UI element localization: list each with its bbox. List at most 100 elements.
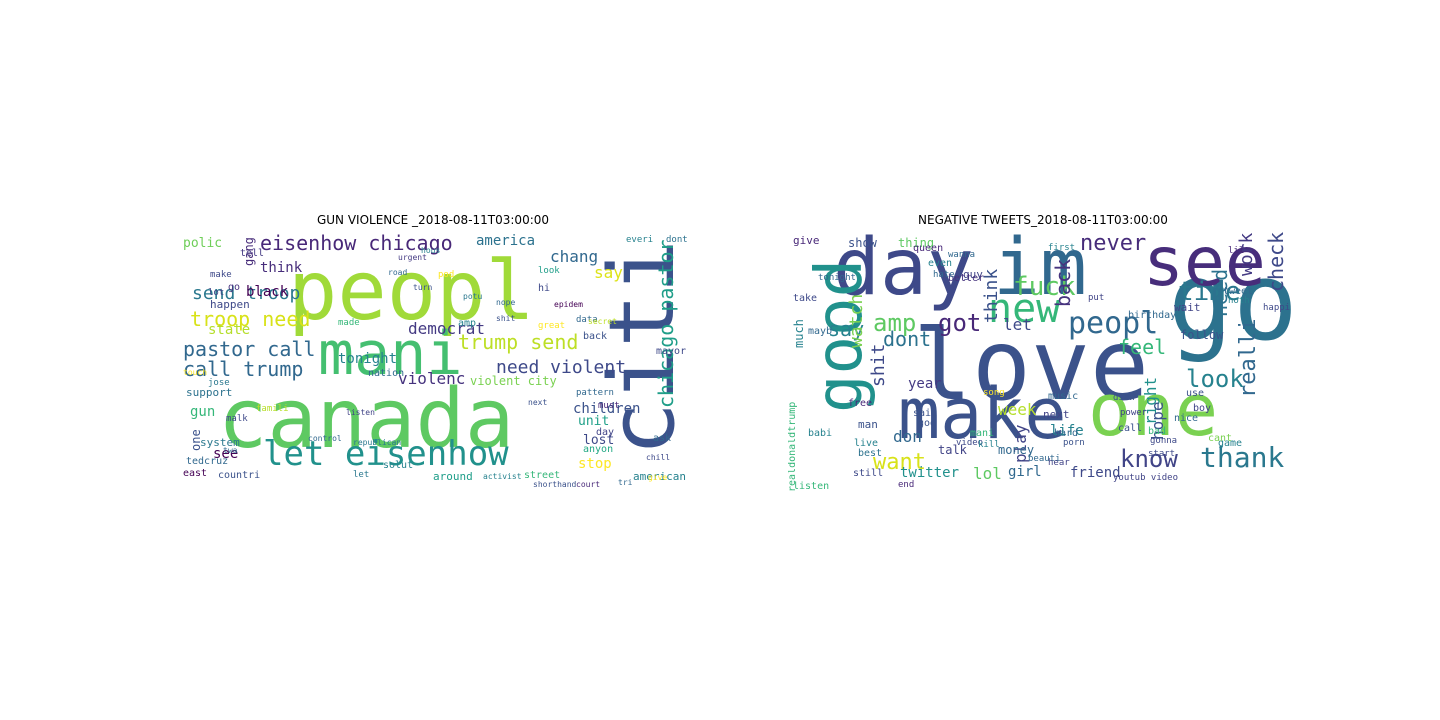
cloud-word: go bbox=[228, 282, 241, 293]
cloud-word: hard bbox=[1054, 428, 1079, 439]
cloud-word: free bbox=[848, 398, 873, 409]
cloud-word: much bbox=[792, 319, 806, 348]
cloud-word: porn bbox=[1063, 438, 1085, 448]
cloud-word: power bbox=[1120, 408, 1148, 418]
cloud-word: troop need bbox=[190, 307, 311, 331]
cloud-word: happi bbox=[1263, 303, 1291, 313]
cloud-word: music bbox=[1048, 391, 1079, 402]
cloud-word: happen bbox=[210, 298, 250, 311]
cloud-word: look bbox=[1186, 365, 1244, 393]
cloud-word: queen bbox=[913, 243, 944, 254]
cloud-title: GUN VIOLENCE _2018-08-11T03:00:00 bbox=[316, 213, 550, 227]
word-cloud: love go see day im make one good new peopl got fuck… bbox=[788, 229, 1298, 492]
cloud-word: shit bbox=[496, 314, 516, 323]
cloud-word: tonight bbox=[338, 351, 398, 367]
cloud-word: week bbox=[998, 400, 1037, 419]
cloud-word: state bbox=[208, 322, 251, 338]
cloud-word: america bbox=[476, 233, 536, 249]
cloud-word: east bbox=[183, 468, 208, 479]
cloud-word: ask bbox=[653, 433, 672, 444]
cloud-word: make bbox=[898, 373, 1067, 455]
cloud-word: children bbox=[573, 401, 641, 417]
cloud-word: end bbox=[898, 480, 915, 490]
cloud-word: hear bbox=[1048, 458, 1070, 468]
cloud-word: amp bbox=[873, 309, 917, 337]
cloud-word: call bbox=[1118, 423, 1143, 434]
cloud-word: cant bbox=[1208, 433, 1233, 444]
cloud-word: youtub video bbox=[1113, 473, 1179, 483]
cloud-word: jose bbox=[208, 378, 230, 388]
cloud-word: control bbox=[308, 434, 342, 443]
cloud-word: tonight bbox=[818, 273, 856, 283]
cloud-word: must bbox=[598, 401, 620, 411]
cloud-word: pattern bbox=[576, 388, 614, 398]
cloud-word: republican bbox=[353, 438, 402, 447]
cloud-word: tedcruz bbox=[186, 456, 229, 467]
cloud-word: follow bbox=[1180, 328, 1224, 342]
cloud-word: let bbox=[353, 470, 370, 480]
cloud-word: next bbox=[1043, 408, 1070, 421]
cloud-word: better bbox=[948, 273, 985, 284]
cloud-word: need violent bbox=[496, 357, 627, 378]
cloud-word: use bbox=[1186, 388, 1205, 399]
cloud-word: nation bbox=[368, 368, 405, 379]
cloud-word: give bbox=[648, 473, 668, 482]
cloud-word: realli bbox=[1236, 318, 1261, 398]
cloud-word: hate bbox=[933, 270, 955, 280]
cloud-word: friend bbox=[1070, 465, 1121, 481]
cloud-word: mayb bbox=[808, 326, 833, 337]
cloud-word: pod bbox=[438, 270, 455, 280]
cloud-word: said bbox=[913, 408, 938, 419]
cloud-word: shorthand bbox=[533, 480, 577, 489]
cloud-word: nice bbox=[1174, 413, 1199, 424]
cloud-word: babi bbox=[808, 428, 833, 439]
cloud-word: love bbox=[913, 309, 1150, 423]
cloud-word: say bbox=[828, 317, 865, 341]
cloud-word: chill bbox=[646, 453, 671, 462]
cloud-word: listen bbox=[346, 408, 375, 417]
cloud-word: don bbox=[893, 427, 922, 446]
cloud-word: lil bbox=[1228, 246, 1245, 256]
cloud-word: bad bbox=[1148, 426, 1167, 437]
cloud-word: noth bbox=[1228, 296, 1250, 306]
cloud-word: unit bbox=[578, 414, 610, 429]
cloud-word: wait bbox=[1174, 301, 1201, 314]
cloud-word: lol bbox=[973, 464, 1002, 483]
cloud-word: life bbox=[1050, 423, 1084, 439]
cloud-word: around bbox=[433, 470, 473, 483]
cloud-word: data bbox=[576, 315, 598, 325]
cloud-word: turn bbox=[413, 283, 433, 292]
cloud-word: polic bbox=[183, 236, 223, 251]
cloud-word: look bbox=[538, 266, 560, 276]
cloud-word: see bbox=[213, 446, 239, 462]
cloud-word: violent city bbox=[470, 374, 557, 388]
cloud-word: street bbox=[524, 470, 561, 481]
cloud-word: year bbox=[908, 376, 942, 392]
cloud-word: lot bbox=[208, 288, 225, 298]
cloud-word: mani bbox=[318, 319, 463, 389]
cloud-word: amp bbox=[458, 318, 477, 329]
cloud-word: go bbox=[1168, 240, 1298, 365]
cloud-word: thing bbox=[898, 236, 935, 250]
cloud-word: god bbox=[918, 418, 937, 429]
cloud-word: beauti bbox=[1028, 454, 1061, 464]
cloud-word: watch bbox=[846, 293, 867, 348]
cloud-word: court bbox=[576, 480, 601, 489]
cloud-word: activist bbox=[483, 472, 522, 481]
cloud-word: boy bbox=[1193, 403, 1212, 414]
cloud-word: even bbox=[928, 258, 953, 269]
cloud-word: pastor call bbox=[183, 337, 316, 361]
cloud-word: call trump bbox=[183, 357, 304, 381]
cloud-word: twitter bbox=[900, 465, 960, 481]
cloud-word: trump send bbox=[458, 330, 579, 354]
cloud-word: want bbox=[873, 450, 926, 475]
cloud-word: money bbox=[998, 443, 1035, 457]
cloud-word: back bbox=[1051, 258, 1075, 307]
cloud-word: eisenhow chicago bbox=[260, 231, 453, 255]
cloud-word: canada bbox=[218, 372, 515, 467]
cloud-word: chicago pastor bbox=[654, 239, 678, 408]
cloud-word: mayor bbox=[656, 346, 687, 357]
cloud-word: game bbox=[1218, 438, 1243, 449]
cloud-word: day bbox=[833, 229, 974, 313]
cloud-word: guy bbox=[963, 268, 983, 281]
